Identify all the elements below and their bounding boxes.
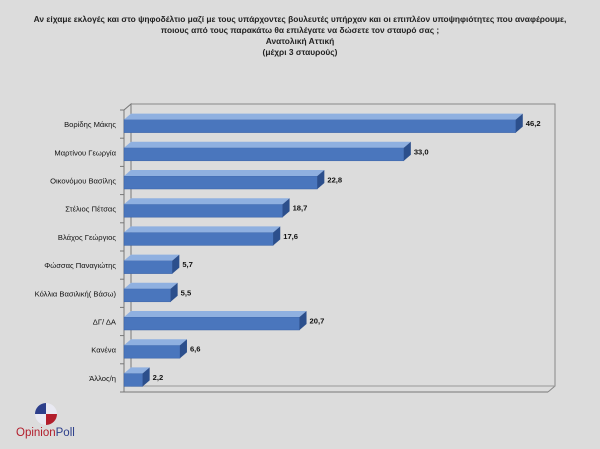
category-label: Οικονόμου Βασίλης xyxy=(50,177,116,186)
data-label: 22,8 xyxy=(327,176,342,185)
data-label: 18,7 xyxy=(293,204,308,213)
bar xyxy=(123,260,173,274)
bar xyxy=(123,147,405,162)
bar-top xyxy=(124,282,178,289)
category-label: Άλλος/η xyxy=(89,374,116,383)
bar-side xyxy=(172,254,180,274)
bar-top xyxy=(124,367,150,374)
bar-top xyxy=(124,198,290,205)
data-label: 5,7 xyxy=(182,260,193,269)
bar-side xyxy=(299,311,307,330)
title-line-1: Αν είχαμε εκλογές και στο ψηφοδέλτιο μαζ… xyxy=(33,14,567,24)
category-label: Φώσσας Παναγιώτης xyxy=(44,261,116,270)
bar xyxy=(123,203,283,218)
bar-top xyxy=(124,339,187,346)
data-label: 2,2 xyxy=(153,373,164,382)
data-label: 5,5 xyxy=(181,288,192,297)
bar xyxy=(123,232,274,246)
data-label: 46,2 xyxy=(526,119,541,128)
category-label: Μαρτίνου Γεωργία xyxy=(54,148,116,157)
chart-title: Αν είχαμε εκλογές και στο ψηφοδέλτιο μαζ… xyxy=(0,14,600,58)
bar-top xyxy=(124,311,307,317)
title-line-4: (μέχρι 3 σταυρούς) xyxy=(262,47,338,57)
data-label: 33,0 xyxy=(414,147,429,156)
bar-side xyxy=(273,226,281,246)
bar-side xyxy=(317,170,325,189)
bar xyxy=(123,119,517,133)
opinionpoll-logo: OpinionPoll xyxy=(16,400,96,444)
title-line-2: ποιους από τους παρακάτω θα επιλέγατε να… xyxy=(160,25,440,35)
category-label: Κανένα xyxy=(91,346,116,355)
data-label: 17,6 xyxy=(283,232,298,241)
bar-side xyxy=(515,113,523,133)
bar xyxy=(123,316,300,331)
category-label: Βορίδης Μάκης xyxy=(64,120,116,129)
data-label: 20,7 xyxy=(310,317,325,326)
logo-emblem-icon xyxy=(35,403,57,425)
bar-top xyxy=(124,170,325,176)
bar-top xyxy=(124,226,281,233)
bar-top xyxy=(124,254,180,261)
category-label: ΔΓ/ ΔΑ xyxy=(93,318,117,327)
bar-top xyxy=(124,141,411,148)
plot-back-frame xyxy=(131,103,556,393)
bar-side xyxy=(170,282,178,302)
bar-top xyxy=(124,113,523,120)
category-label: Κόλλια Βασιλική( Βάσω) xyxy=(35,289,117,298)
bar xyxy=(123,344,181,359)
bar-side xyxy=(282,198,290,218)
category-label: Στέλιος Πέτσας xyxy=(65,205,116,214)
bar-side xyxy=(179,339,187,359)
bar xyxy=(123,175,318,190)
bar xyxy=(123,373,143,387)
category-label: Βλάχος Γεώργιος xyxy=(58,233,116,242)
logo-text: OpinionPoll xyxy=(16,427,75,439)
title-line-3: Ανατολική Αττική xyxy=(265,36,335,46)
data-label: 6,6 xyxy=(190,345,201,354)
bar-side xyxy=(142,367,150,387)
bar-side xyxy=(403,141,411,161)
bar xyxy=(123,288,171,303)
